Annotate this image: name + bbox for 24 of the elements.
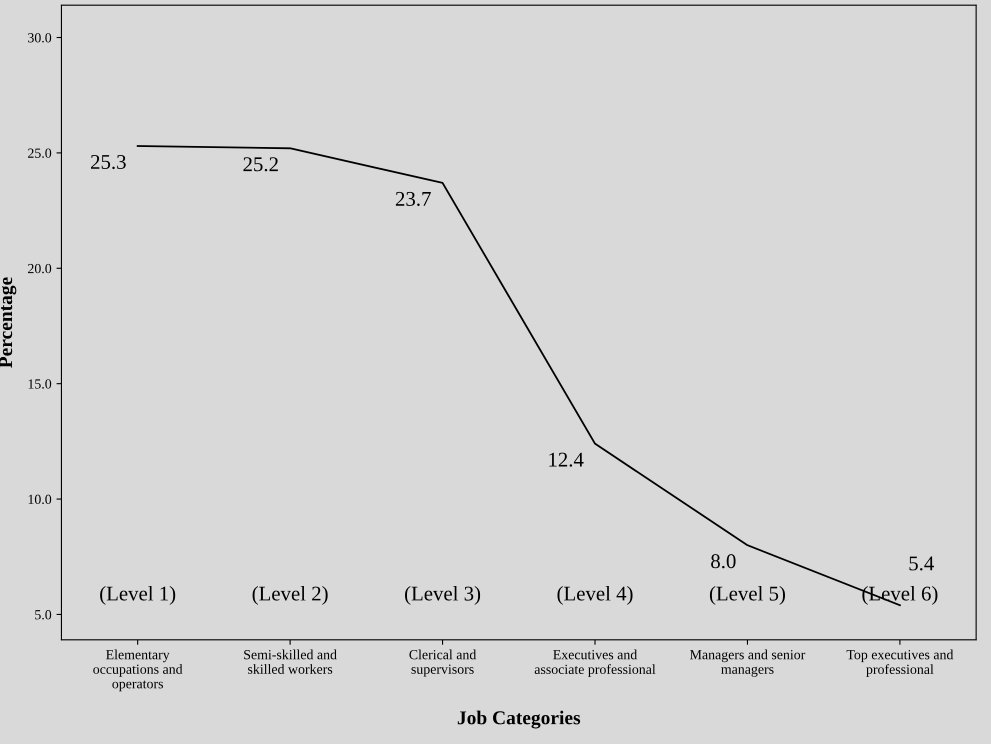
text: 12.4	[549, 452, 584, 467]
annotation: (Level 4)	[557, 586, 633, 605]
x-axis-title: Job Categories	[458, 710, 580, 728]
text: 8.0	[711, 554, 736, 568]
x-tick-label: Executives and associate professional	[534, 650, 656, 677]
annotation: (Level 1)	[100, 586, 176, 605]
x-tick-label: Semi-skilled and skilled workers	[244, 650, 337, 674]
y-tick-label: 10.0	[28, 494, 52, 504]
x-tick-label: Elementary occupations and operators	[93, 650, 182, 692]
annotation: (Level 2)	[252, 586, 328, 605]
text: 23.7	[396, 192, 431, 206]
x-tick-label: Clerical and supervisors	[409, 650, 476, 677]
y-tick-label: 25.0	[28, 148, 52, 158]
text: 5.4	[909, 556, 934, 571]
text: 25.3	[91, 154, 126, 170]
annotation: (Level 5)	[710, 586, 786, 605]
y-tick-label: 20.0	[28, 264, 52, 274]
x-tick-label: Managers and senior managers	[690, 650, 806, 677]
y-tick-label: 15.0	[28, 379, 52, 389]
x-tick-label: Top executives and professional	[846, 650, 954, 677]
text: 25.2	[243, 157, 278, 172]
annotation: (Level 3)	[405, 586, 480, 605]
y-tick-label: 5.0	[35, 610, 52, 620]
y-tick-label: 30.0	[28, 33, 52, 43]
